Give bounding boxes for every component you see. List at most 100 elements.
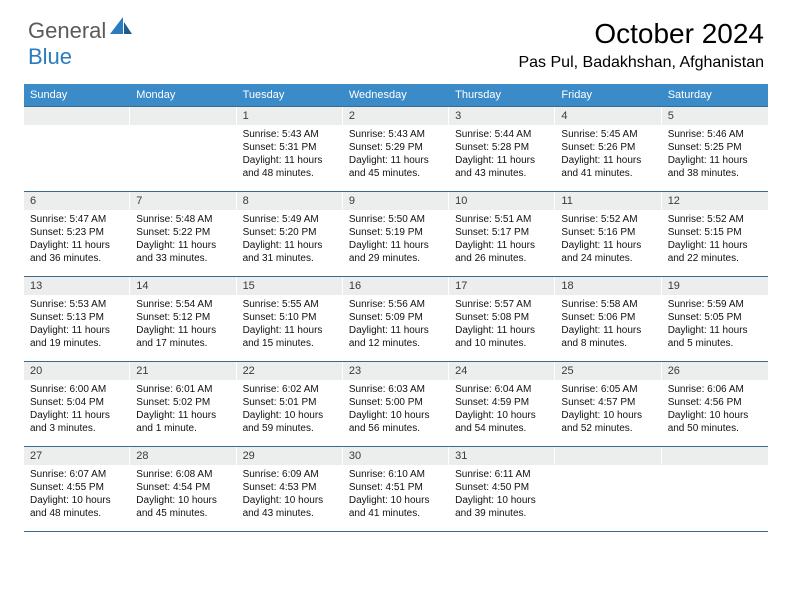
day-content: Sunrise: 6:02 AMSunset: 5:01 PMDaylight:… (237, 380, 343, 441)
day-content: Sunrise: 5:46 AMSunset: 5:25 PMDaylight:… (662, 125, 768, 186)
sunrise-text: Sunrise: 6:11 AM (455, 468, 549, 481)
week-row: 27Sunrise: 6:07 AMSunset: 4:55 PMDayligh… (24, 446, 768, 532)
day-cell: 30Sunrise: 6:10 AMSunset: 4:51 PMDayligh… (343, 447, 449, 531)
sunset-text: Sunset: 5:23 PM (30, 226, 124, 239)
weekday-header: Tuesday (237, 84, 343, 106)
day-number (130, 107, 236, 125)
sunrise-text: Sunrise: 5:47 AM (30, 213, 124, 226)
daylight-text: Daylight: 11 hours and 5 minutes. (668, 324, 762, 350)
day-cell: 29Sunrise: 6:09 AMSunset: 4:53 PMDayligh… (237, 447, 343, 531)
day-cell: 15Sunrise: 5:55 AMSunset: 5:10 PMDayligh… (237, 277, 343, 361)
day-number: 17 (449, 277, 555, 295)
sunrise-text: Sunrise: 5:50 AM (349, 213, 443, 226)
day-cell: 5Sunrise: 5:46 AMSunset: 5:25 PMDaylight… (662, 107, 768, 191)
daylight-text: Daylight: 11 hours and 41 minutes. (561, 154, 655, 180)
day-content: Sunrise: 6:01 AMSunset: 5:02 PMDaylight:… (130, 380, 236, 441)
daylight-text: Daylight: 10 hours and 59 minutes. (243, 409, 337, 435)
day-content: Sunrise: 5:56 AMSunset: 5:09 PMDaylight:… (343, 295, 449, 356)
day-cell: 28Sunrise: 6:08 AMSunset: 4:54 PMDayligh… (130, 447, 236, 531)
day-cell: 26Sunrise: 6:06 AMSunset: 4:56 PMDayligh… (662, 362, 768, 446)
day-content: Sunrise: 5:55 AMSunset: 5:10 PMDaylight:… (237, 295, 343, 356)
day-cell: 9Sunrise: 5:50 AMSunset: 5:19 PMDaylight… (343, 192, 449, 276)
day-content: Sunrise: 6:11 AMSunset: 4:50 PMDaylight:… (449, 465, 555, 526)
daylight-text: Daylight: 10 hours and 48 minutes. (30, 494, 124, 520)
day-content: Sunrise: 5:47 AMSunset: 5:23 PMDaylight:… (24, 210, 130, 271)
sunset-text: Sunset: 4:54 PM (136, 481, 230, 494)
sunrise-text: Sunrise: 5:43 AM (243, 128, 337, 141)
sunrise-text: Sunrise: 5:49 AM (243, 213, 337, 226)
day-number: 18 (555, 277, 661, 295)
day-content: Sunrise: 6:04 AMSunset: 4:59 PMDaylight:… (449, 380, 555, 441)
day-content: Sunrise: 6:09 AMSunset: 4:53 PMDaylight:… (237, 465, 343, 526)
day-content: Sunrise: 5:52 AMSunset: 5:16 PMDaylight:… (555, 210, 661, 271)
day-content: Sunrise: 5:54 AMSunset: 5:12 PMDaylight:… (130, 295, 236, 356)
brand-text-2-wrap: Blue (28, 44, 72, 70)
day-number: 4 (555, 107, 661, 125)
day-cell (24, 107, 130, 191)
sunset-text: Sunset: 4:50 PM (455, 481, 549, 494)
daylight-text: Daylight: 11 hours and 26 minutes. (455, 239, 549, 265)
day-content: Sunrise: 6:00 AMSunset: 5:04 PMDaylight:… (24, 380, 130, 441)
day-number: 28 (130, 447, 236, 465)
sunrise-text: Sunrise: 6:02 AM (243, 383, 337, 396)
sunrise-text: Sunrise: 5:44 AM (455, 128, 549, 141)
day-content: Sunrise: 5:51 AMSunset: 5:17 PMDaylight:… (449, 210, 555, 271)
day-cell: 13Sunrise: 5:53 AMSunset: 5:13 PMDayligh… (24, 277, 130, 361)
daylight-text: Daylight: 11 hours and 36 minutes. (30, 239, 124, 265)
day-cell: 10Sunrise: 5:51 AMSunset: 5:17 PMDayligh… (449, 192, 555, 276)
sunset-text: Sunset: 5:06 PM (561, 311, 655, 324)
day-content: Sunrise: 5:50 AMSunset: 5:19 PMDaylight:… (343, 210, 449, 271)
week-row: 1Sunrise: 5:43 AMSunset: 5:31 PMDaylight… (24, 106, 768, 191)
day-number: 10 (449, 192, 555, 210)
day-number (24, 107, 130, 125)
day-cell (130, 107, 236, 191)
daylight-text: Daylight: 11 hours and 19 minutes. (30, 324, 124, 350)
day-cell: 16Sunrise: 5:56 AMSunset: 5:09 PMDayligh… (343, 277, 449, 361)
day-content: Sunrise: 5:57 AMSunset: 5:08 PMDaylight:… (449, 295, 555, 356)
sunrise-text: Sunrise: 6:06 AM (668, 383, 762, 396)
sunrise-text: Sunrise: 5:46 AM (668, 128, 762, 141)
day-number: 14 (130, 277, 236, 295)
day-content: Sunrise: 5:59 AMSunset: 5:05 PMDaylight:… (662, 295, 768, 356)
daylight-text: Daylight: 11 hours and 3 minutes. (30, 409, 124, 435)
brand-logo: General (28, 18, 134, 44)
day-content: Sunrise: 6:10 AMSunset: 4:51 PMDaylight:… (343, 465, 449, 526)
week-row: 20Sunrise: 6:00 AMSunset: 5:04 PMDayligh… (24, 361, 768, 446)
sunrise-text: Sunrise: 5:57 AM (455, 298, 549, 311)
sunset-text: Sunset: 5:28 PM (455, 141, 549, 154)
sunrise-text: Sunrise: 5:55 AM (243, 298, 337, 311)
sunrise-text: Sunrise: 6:04 AM (455, 383, 549, 396)
day-number: 7 (130, 192, 236, 210)
day-number: 8 (237, 192, 343, 210)
day-cell: 2Sunrise: 5:43 AMSunset: 5:29 PMDaylight… (343, 107, 449, 191)
day-cell: 3Sunrise: 5:44 AMSunset: 5:28 PMDaylight… (449, 107, 555, 191)
day-cell: 24Sunrise: 6:04 AMSunset: 4:59 PMDayligh… (449, 362, 555, 446)
day-number: 5 (662, 107, 768, 125)
sunrise-text: Sunrise: 5:51 AM (455, 213, 549, 226)
day-content: Sunrise: 5:44 AMSunset: 5:28 PMDaylight:… (449, 125, 555, 186)
day-number: 1 (237, 107, 343, 125)
daylight-text: Daylight: 10 hours and 54 minutes. (455, 409, 549, 435)
sunrise-text: Sunrise: 6:00 AM (30, 383, 124, 396)
day-number (555, 447, 661, 465)
day-cell: 8 Sunrise: 5:49 AMSunset: 5:20 PMDaylight… (237, 192, 343, 276)
day-number: 23 (343, 362, 449, 380)
brand-text-2: Blue (28, 44, 72, 69)
day-cell (555, 447, 661, 531)
sunset-text: Sunset: 4:53 PM (243, 481, 337, 494)
sunset-text: Sunset: 5:16 PM (561, 226, 655, 239)
daylight-text: Daylight: 10 hours and 43 minutes. (243, 494, 337, 520)
sunset-text: Sunset: 5:02 PM (136, 396, 230, 409)
sunset-text: Sunset: 5:20 PM (243, 226, 337, 239)
day-cell: 12Sunrise: 5:52 AMSunset: 5:15 PMDayligh… (662, 192, 768, 276)
daylight-text: Daylight: 10 hours and 52 minutes. (561, 409, 655, 435)
sunset-text: Sunset: 5:00 PM (349, 396, 443, 409)
sunrise-text: Sunrise: 5:45 AM (561, 128, 655, 141)
weekday-header: Monday (130, 84, 236, 106)
day-number (662, 447, 768, 465)
day-content: Sunrise: 5:45 AMSunset: 5:26 PMDaylight:… (555, 125, 661, 186)
sunset-text: Sunset: 5:15 PM (668, 226, 762, 239)
sunrise-text: Sunrise: 6:08 AM (136, 468, 230, 481)
day-number: 11 (555, 192, 661, 210)
daylight-text: Daylight: 11 hours and 31 minutes. (243, 239, 337, 265)
